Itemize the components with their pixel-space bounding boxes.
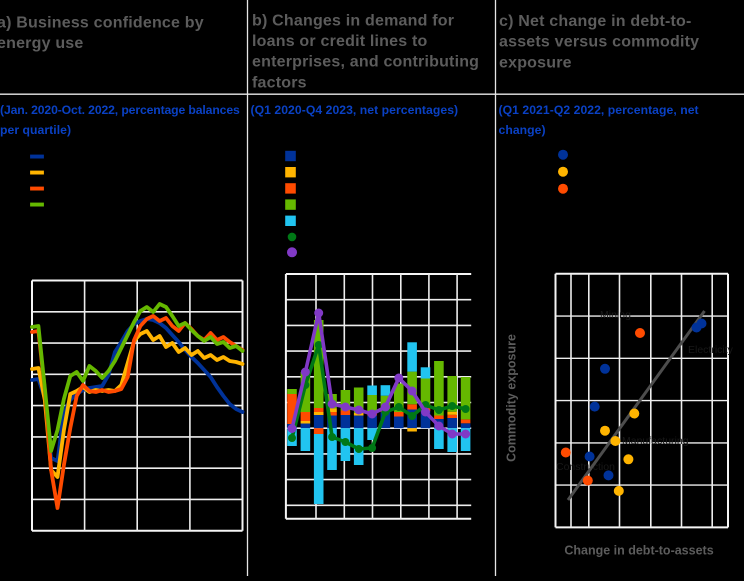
svg-text:factors: factors [252,74,307,91]
svg-text:Change in debt-to-assets: Change in debt-to-assets [564,544,713,558]
svg-text:b) Changes in demand for: b) Changes in demand for [252,12,454,29]
svg-text:enterprises, and contributing: enterprises, and contributing [252,54,479,71]
svg-text:energy use: energy use [0,35,83,52]
svg-text:(Jan. 2020-Oct. 2022, percenta: (Jan. 2020-Oct. 2022, percentage balance… [0,103,240,117]
svg-text:(Q1 2020-Q4 2023, net percenta: (Q1 2020-Q4 2023, net percentages) [251,103,459,117]
svg-text:Mining: Mining [600,309,631,321]
svg-text:exposure: exposure [499,54,572,71]
svg-text:loans or credit lines to: loans or credit lines to [252,33,428,50]
svg-text:Manufacturing: Manufacturing [622,435,689,447]
svg-text:Construction: Construction [556,461,615,473]
svg-text:c) Net change in debt-to-: c) Net change in debt-to- [499,13,692,30]
svg-text:change): change) [499,123,546,137]
svg-text:Commodity exposure: Commodity exposure [505,334,519,462]
svg-text:a) Business confidence by: a) Business confidence by [0,15,204,32]
svg-text:per quartile): per quartile) [0,123,71,137]
svg-text:assets versus commodity: assets versus commodity [499,34,699,51]
svg-text:(Q1 2021-Q2 2022, percentage,: (Q1 2021-Q2 2022, percentage, net [499,103,699,117]
svg-text:Electricity: Electricity [688,344,734,356]
